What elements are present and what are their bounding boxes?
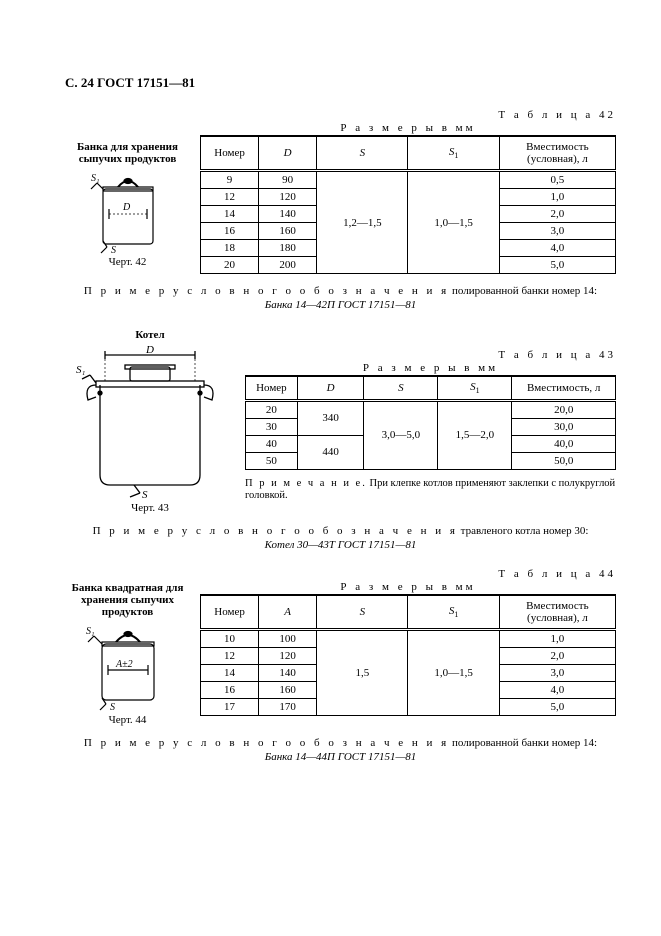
table44-label: Т а б л и ц а 44 bbox=[200, 568, 616, 580]
svg-text:D: D bbox=[122, 202, 131, 213]
drawing-42: S₁ D S bbox=[83, 169, 173, 254]
section-banka-kvadrat: Банка квадратная для хранения сыпучих пр… bbox=[65, 568, 616, 726]
section-banka: Банка для хранения сыпучих продуктов S₁ … bbox=[65, 109, 616, 274]
table44-caption: Р а з м е р ы в мм bbox=[200, 581, 616, 595]
section2-title: Котел bbox=[65, 329, 235, 341]
table42-label: Т а б л и ц а 42 bbox=[200, 109, 616, 121]
svg-text:S: S bbox=[111, 245, 116, 254]
table-43: Номер D S S1 Вместимость, л 203403,0—5,0… bbox=[245, 376, 616, 470]
page-header: С. 24 ГОСТ 17151—81 bbox=[65, 75, 616, 91]
example-43: П р и м е р у с л о в н о г о о б о з н … bbox=[65, 524, 616, 553]
col-s1: S1 bbox=[408, 137, 499, 171]
table42-caption: Р а з м е р ы в мм bbox=[200, 122, 616, 136]
svg-text:S: S bbox=[110, 702, 115, 712]
example-44: П р и м е р у с л о в н о г о о б о з н … bbox=[65, 736, 616, 765]
section3-title: Банка квадратная для хранения сыпучих пр… bbox=[65, 582, 190, 618]
table-44: Номер A S S1 Вместимость (условная), л 1… bbox=[200, 595, 616, 716]
svg-text:S₁: S₁ bbox=[91, 173, 99, 184]
example-42: П р и м е р у с л о в н о г о о б о з н … bbox=[65, 284, 616, 313]
col-num: Номер bbox=[201, 137, 259, 171]
table43-label: Т а б л и ц а 43 bbox=[245, 349, 616, 361]
svg-text:D: D bbox=[145, 345, 154, 356]
svg-text:S₁: S₁ bbox=[86, 626, 94, 637]
col-s: S bbox=[317, 137, 408, 171]
section1-title: Банка для хранения сыпучих продуктов bbox=[65, 141, 190, 165]
drawing-43: D S₁ S bbox=[70, 345, 230, 500]
col-d: D bbox=[259, 137, 317, 171]
drawing-44: S₁ A±2 S bbox=[80, 622, 175, 712]
svg-text:A±2: A±2 bbox=[115, 659, 133, 670]
table-42: Номер D S S1 Вместимость (условная), л 9… bbox=[200, 136, 616, 274]
col-vm: Вместимость (условная), л bbox=[499, 137, 615, 171]
chert-44-label: Черт. 44 bbox=[65, 714, 190, 726]
table43-caption: Р а з м е р ы в мм bbox=[245, 362, 616, 376]
chert-42-label: Черт. 42 bbox=[65, 256, 190, 268]
section-kotel: Котел D S₁ S bbox=[65, 329, 616, 514]
note-43: П р и м е ч а н и е. При клепке котлов п… bbox=[245, 478, 616, 503]
svg-text:S₁: S₁ bbox=[76, 364, 86, 376]
chert-43-label: Черт. 43 bbox=[65, 502, 235, 514]
svg-text:S: S bbox=[142, 489, 148, 500]
